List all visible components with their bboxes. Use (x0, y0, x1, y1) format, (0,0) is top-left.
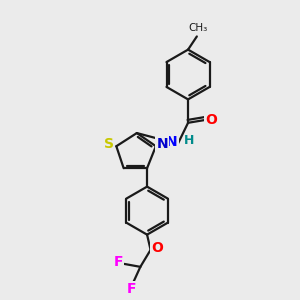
Text: CH₃: CH₃ (189, 23, 208, 33)
Text: N: N (166, 135, 178, 149)
Text: S: S (104, 137, 114, 151)
Text: H: H (184, 134, 195, 148)
Text: N: N (157, 137, 168, 151)
Text: O: O (205, 113, 217, 127)
Text: O: O (151, 242, 163, 255)
Text: F: F (127, 282, 136, 296)
Text: F: F (114, 256, 123, 269)
